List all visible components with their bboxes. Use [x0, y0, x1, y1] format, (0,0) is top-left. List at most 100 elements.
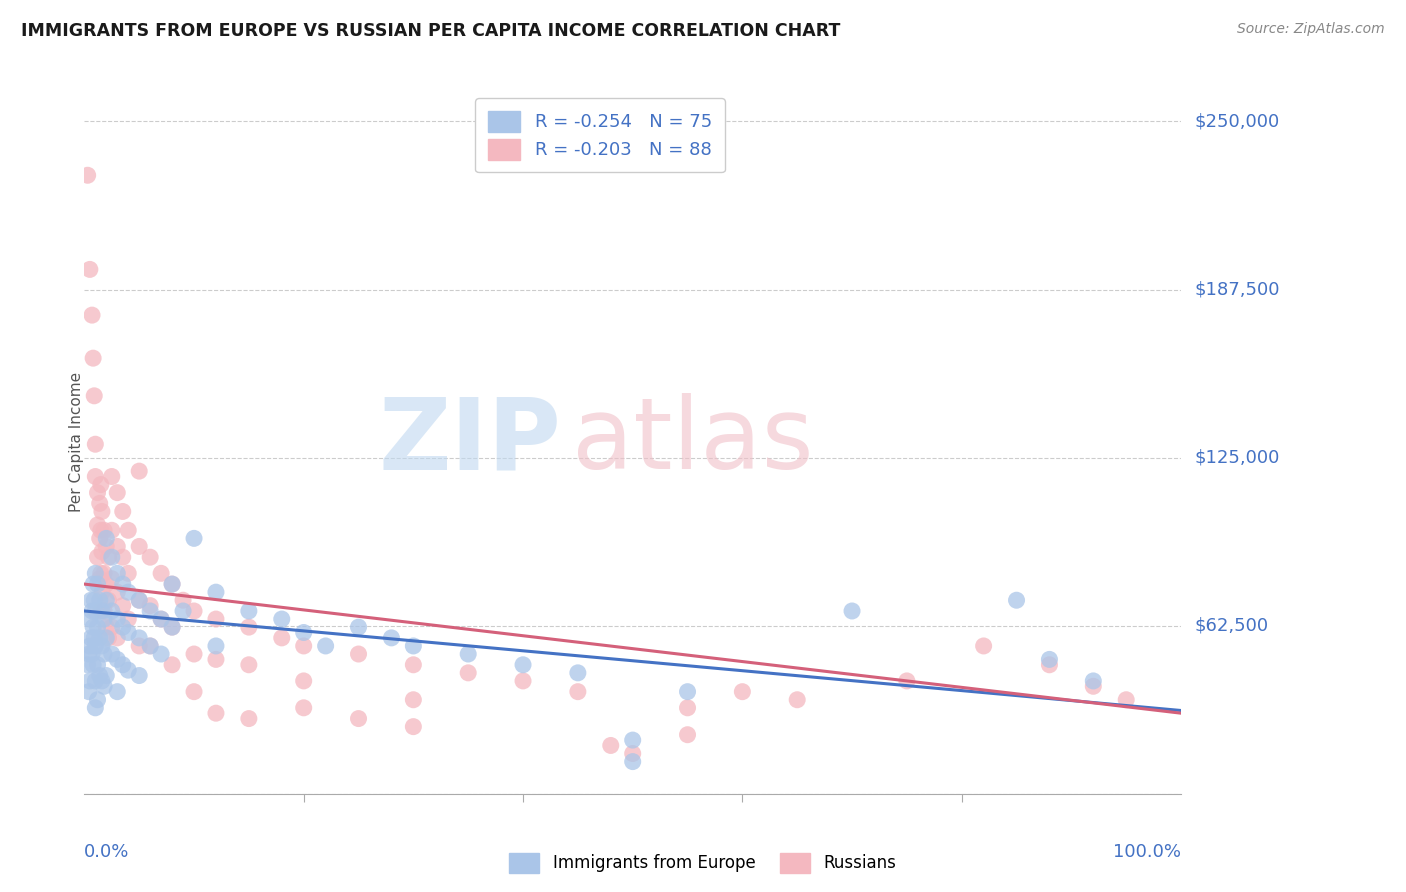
Point [82, 657, 104, 672]
Point [117, 585, 139, 599]
Point [83, 389, 105, 403]
Point [117, 625, 139, 640]
Point [172, 593, 194, 607]
Point [292, 673, 315, 688]
Point [117, 663, 139, 677]
Point [84, 566, 107, 581]
Point [79, 673, 101, 688]
Point [457, 665, 479, 680]
Point [80, 308, 103, 322]
Point [512, 657, 534, 672]
Point [402, 657, 425, 672]
Point [76, 657, 98, 672]
Point [128, 593, 150, 607]
Point [105, 585, 128, 599]
Point [292, 625, 315, 640]
Point [96, 577, 118, 591]
Point [84, 701, 107, 715]
Point [90, 639, 112, 653]
Point [93, 566, 115, 581]
Point [96, 593, 118, 607]
Point [676, 684, 699, 698]
Text: $187,500: $187,500 [1195, 281, 1281, 299]
Text: 0.0%: 0.0% [84, 843, 129, 861]
Point [90, 477, 112, 491]
Point [183, 684, 205, 698]
Point [139, 639, 162, 653]
Point [238, 712, 260, 726]
Point [183, 604, 205, 618]
Point [160, 620, 183, 634]
Point [238, 657, 260, 672]
Point [347, 712, 370, 726]
Point [93, 604, 115, 618]
Point [101, 604, 124, 618]
Point [150, 566, 173, 581]
Point [101, 620, 124, 634]
Text: IMMIGRANTS FROM EUROPE VS RUSSIAN PER CAPITA INCOME CORRELATION CHART: IMMIGRANTS FROM EUROPE VS RUSSIAN PER CA… [21, 22, 841, 40]
Point [84, 469, 107, 483]
Point [139, 604, 162, 618]
Point [150, 612, 173, 626]
Point [731, 684, 754, 698]
Point [96, 668, 118, 682]
Point [160, 577, 183, 591]
Point [89, 593, 111, 607]
Point [128, 464, 150, 478]
Point [160, 657, 183, 672]
Point [89, 532, 111, 546]
Point [90, 604, 112, 618]
Point [621, 747, 644, 761]
Point [128, 631, 150, 645]
Point [676, 701, 699, 715]
Point [86, 657, 108, 672]
Point [172, 604, 194, 618]
Point [205, 585, 228, 599]
Text: Source: ZipAtlas.com: Source: ZipAtlas.com [1237, 22, 1385, 37]
Point [89, 572, 111, 586]
Point [117, 612, 139, 626]
Y-axis label: Per Capita Income: Per Capita Income [69, 371, 83, 512]
Point [105, 612, 128, 626]
Point [80, 631, 103, 645]
Point [105, 631, 128, 645]
Point [79, 612, 101, 626]
Point [270, 612, 292, 626]
Point [973, 639, 995, 653]
Point [90, 585, 112, 599]
Point [89, 668, 111, 682]
Point [97, 593, 120, 607]
Point [139, 550, 162, 565]
Point [205, 639, 228, 653]
Point [1083, 679, 1105, 693]
Point [93, 679, 115, 693]
Point [84, 604, 107, 618]
Point [97, 631, 120, 645]
Point [83, 593, 105, 607]
Point [101, 550, 124, 565]
Point [238, 604, 260, 618]
Point [101, 647, 124, 661]
Point [1115, 692, 1137, 706]
Point [621, 733, 644, 747]
Point [139, 599, 162, 613]
Point [86, 485, 108, 500]
Point [79, 639, 101, 653]
Point [292, 639, 315, 653]
Point [86, 692, 108, 706]
Point [90, 524, 112, 538]
Point [83, 631, 105, 645]
Point [111, 620, 134, 634]
Text: atlas: atlas [572, 393, 814, 490]
Point [89, 631, 111, 645]
Point [90, 673, 112, 688]
Point [402, 720, 425, 734]
Point [111, 577, 134, 591]
Point [315, 639, 337, 653]
Point [84, 639, 107, 653]
Point [160, 620, 183, 634]
Point [786, 692, 808, 706]
Point [841, 604, 863, 618]
Point [1038, 652, 1060, 666]
Point [512, 673, 534, 688]
